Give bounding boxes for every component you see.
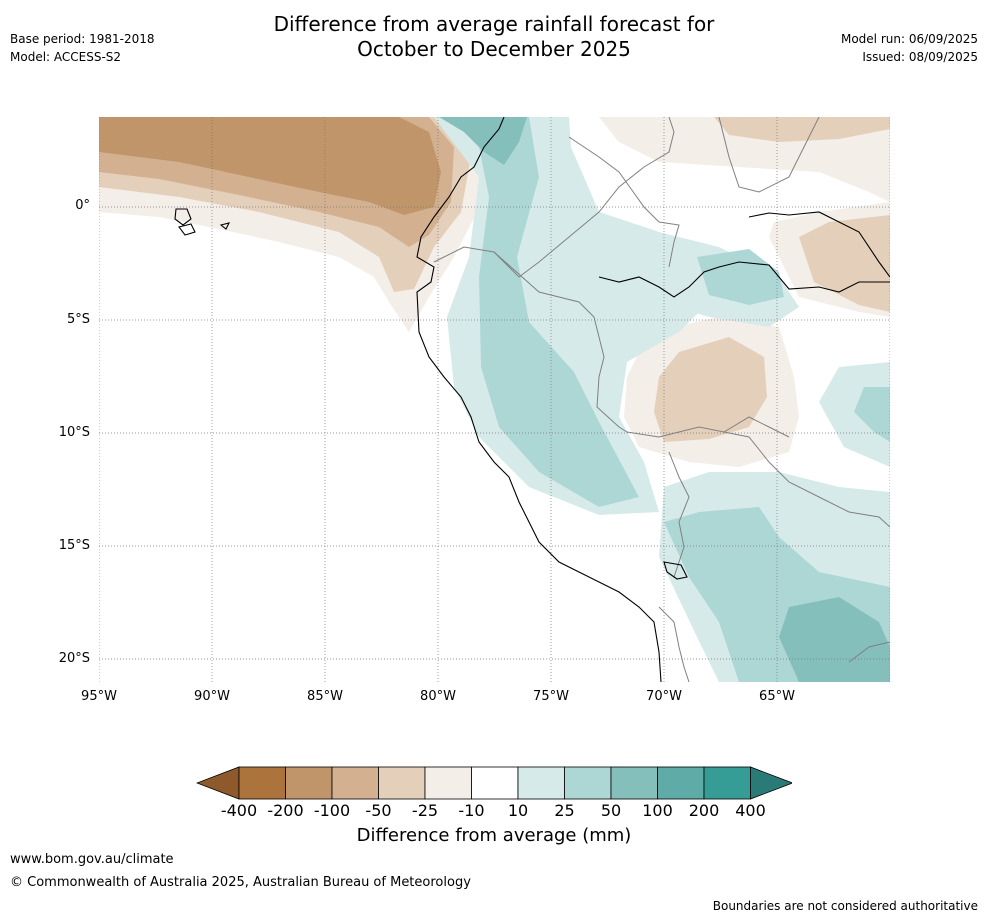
rainfall-map: [99, 117, 890, 682]
rainfall-map-svg: [99, 117, 890, 682]
colorbar-cell: [471, 766, 519, 800]
colorbar-cell: [517, 766, 565, 800]
coastline-atlantic: [598, 261, 890, 298]
colorbar-tick-label: 400: [735, 801, 766, 820]
colorbar-tick-label: -10: [458, 801, 485, 820]
wet-light-region-delta: [697, 249, 784, 305]
colorbar-cell: [331, 766, 379, 800]
galapagos-island-2: [178, 223, 196, 236]
colorbar-cell: [238, 766, 286, 800]
border-chile-bolivia: [658, 606, 690, 682]
meta-right: Model run: 06/09/2025 Issued: 08/09/2025: [841, 30, 978, 66]
galapagos-island-3: [219, 222, 231, 230]
coastline-caribbean: [748, 211, 890, 278]
galapagos-island-1: [174, 208, 192, 226]
lake-titicaca: [663, 561, 688, 580]
colorbar-tick-label: 10: [507, 801, 529, 820]
meta-left: Base period: 1981-2018 Model: ACCESS-S2: [10, 30, 155, 66]
title-line-2: October to December 2025: [357, 37, 631, 61]
border-venezuela-guyana: [718, 117, 820, 193]
colorbar-tick-label: -400: [220, 801, 258, 820]
border-colombia-venezuela: [568, 136, 680, 268]
dry-light-region-central: [654, 337, 767, 442]
country-borders: [433, 117, 890, 682]
model-name: Model: ACCESS-S2: [10, 50, 122, 64]
colorbar-extend-low: [196, 766, 240, 800]
wet-light-region-east: [854, 387, 890, 442]
lon-label-80w: 80°W: [420, 689, 456, 704]
wet-mid-region-north: [439, 117, 527, 165]
border-peru-bolivia: [668, 451, 690, 578]
lon-label-90w: 90°W: [194, 689, 230, 704]
colorbar-cell: [424, 766, 472, 800]
colorbar-tick-label: -25: [411, 801, 439, 820]
border-peru-brazil: [493, 251, 790, 438]
colorbar-cell: [564, 766, 612, 800]
colorbar: [196, 766, 792, 800]
colorbar-tick-label: -200: [267, 801, 304, 820]
lon-label-70w: 70°W: [646, 689, 682, 704]
colorbar-ticks: -400 -200 -100 -50 -25 -10 10 25 50 100 200 400: [0, 801, 988, 823]
map-title: Difference from average rainfall forecas…: [0, 12, 988, 62]
colorbar-tick-label: 100: [642, 801, 673, 820]
colorbar-tick-label: -50: [365, 801, 392, 820]
colorbar-cell: [657, 766, 705, 800]
colorbar-tick-label: 25: [554, 801, 575, 820]
border-bolivia-brazil: [723, 431, 890, 528]
colorbar-svg: [196, 766, 792, 800]
lat-label-5s: 5°S: [66, 312, 90, 327]
border-colombia-ecuador: [433, 117, 675, 278]
wet-light-region-west: [474, 117, 639, 507]
colorbar-extend-high: [750, 766, 792, 800]
issued-date: Issued: 08/09/2025: [862, 50, 978, 64]
colorbar-cell: [285, 766, 333, 800]
colorbar-tick-label: 200: [688, 801, 720, 820]
lon-label-75w: 75°W: [533, 689, 569, 704]
colorbar-cell: [703, 766, 751, 800]
title-line-1: Difference from average rainfall forecas…: [273, 12, 715, 36]
lon-label-95w: 95°W: [81, 689, 117, 704]
colorbar-cell: [610, 766, 658, 800]
lat-label-20s: 20°S: [58, 651, 90, 666]
wet-mid-region-south: [779, 597, 890, 682]
colorbar-cell: [378, 766, 426, 800]
footer-copyright: © Commonwealth of Australia 2025, Austra…: [10, 875, 471, 890]
lon-label-85w: 85°W: [307, 689, 343, 704]
colorbar-tick-label: -100: [313, 801, 351, 820]
dry-light-region-north: [714, 117, 890, 142]
footer-url[interactable]: www.bom.gov.au/climate: [10, 852, 174, 867]
gridlines: [99, 117, 890, 682]
border-argentina: [848, 641, 890, 663]
colorbar-tick-label: 50: [600, 801, 622, 820]
coastline-pacific: [416, 117, 662, 682]
colorbar-title: Difference from average (mm): [356, 825, 632, 846]
lon-label-65w: 65°W: [759, 689, 795, 704]
coastlines: [174, 117, 890, 682]
dry-light-region-guiana: [799, 215, 890, 312]
footer-disclaimer: Boundaries are not considered authoritat…: [712, 899, 978, 913]
base-period: Base period: 1981-2018: [10, 32, 155, 46]
dry-strong-region-pacific: [99, 117, 441, 215]
lat-label-10s: 10°S: [58, 425, 90, 440]
lat-label-0: 0°: [75, 198, 90, 213]
lat-label-15s: 15°S: [58, 538, 90, 553]
model-run: Model run: 06/09/2025: [840, 32, 978, 46]
